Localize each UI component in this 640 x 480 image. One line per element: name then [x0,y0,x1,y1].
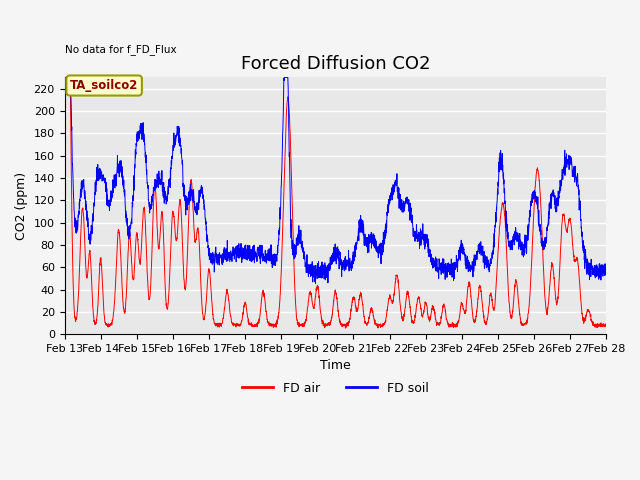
Text: TA_soilco2: TA_soilco2 [70,79,138,92]
X-axis label: Time: Time [320,360,351,372]
Title: Forced Diffusion CO2: Forced Diffusion CO2 [241,55,430,73]
Text: No data for f_FD_Flux: No data for f_FD_Flux [65,44,176,55]
Legend: FD air, FD soil: FD air, FD soil [237,377,434,400]
Y-axis label: CO2 (ppm): CO2 (ppm) [15,172,28,240]
